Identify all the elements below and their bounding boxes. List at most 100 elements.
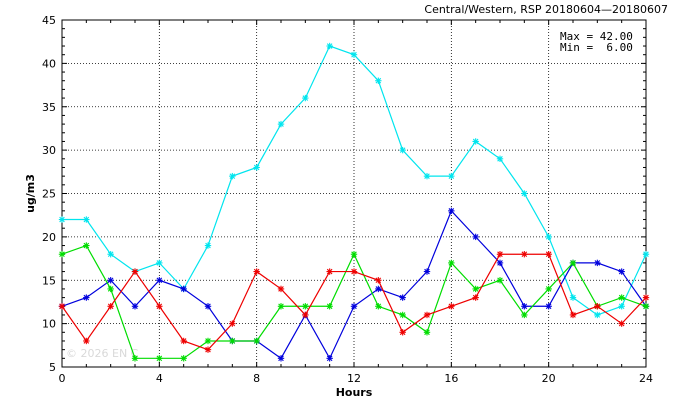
data-point: [156, 277, 163, 284]
data-point: [229, 337, 236, 345]
data-point: [302, 94, 309, 102]
data-point: [277, 120, 285, 128]
data-point: [521, 311, 528, 319]
data-point: [204, 337, 212, 345]
grid-lines: [62, 20, 646, 367]
data-point: [496, 259, 504, 267]
data-point: [107, 251, 114, 258]
max-label: Max = 42.00: [560, 30, 633, 43]
data-point: [618, 303, 625, 310]
data-point: [326, 303, 333, 310]
data-point: [107, 277, 114, 284]
data-point: [545, 233, 552, 241]
data-point: [302, 311, 309, 319]
data-point: [107, 285, 114, 293]
data-point: [448, 207, 455, 215]
data-point: [180, 285, 187, 293]
data-point: [521, 303, 528, 310]
data-point: [448, 303, 455, 310]
y-tick-label: 45: [42, 14, 56, 27]
data-point: [58, 251, 66, 258]
data-point: [253, 268, 260, 275]
axis-ticks: 0 4 8 12 16 20 24 5 10 15 20 25 30 35 40 45: [42, 14, 653, 385]
data-point: [204, 303, 212, 310]
data-point: [423, 172, 431, 180]
data-point: [618, 320, 625, 327]
data-point: [472, 285, 479, 293]
data-point: [642, 251, 650, 258]
data-point: [83, 242, 90, 249]
x-tick-label: 8: [253, 372, 260, 385]
data-point: [399, 329, 406, 336]
data-point: [375, 285, 382, 293]
y-tick-label: 25: [42, 188, 56, 201]
data-point: [594, 311, 601, 319]
data-point: [375, 277, 382, 284]
x-tick-label: 4: [156, 372, 163, 385]
data-point: [180, 355, 187, 362]
data-point: [496, 251, 504, 258]
data-point: [569, 311, 577, 319]
data-point: [253, 164, 260, 171]
x-tick-label: 0: [59, 372, 66, 385]
y-tick-label: 15: [42, 274, 56, 287]
data-point: [350, 251, 358, 258]
data-point: [472, 294, 479, 301]
data-point: [277, 303, 285, 310]
data-point: [521, 251, 528, 258]
data-point: [399, 146, 406, 154]
data-point: [472, 138, 479, 145]
data-point: [423, 268, 431, 275]
y-axis-label: ug/m3: [24, 174, 37, 213]
y-tick-label: 35: [42, 101, 56, 114]
data-point: [326, 355, 333, 362]
data-point: [277, 285, 285, 293]
x-tick-label: 12: [347, 372, 361, 385]
data-point: [399, 294, 406, 301]
series-0: [58, 42, 650, 319]
data-point: [423, 329, 431, 336]
y-tick-label: 30: [42, 144, 56, 157]
data-point: [326, 42, 333, 50]
data-point: [545, 303, 552, 310]
data-point: [277, 355, 285, 362]
data-point: [156, 303, 163, 310]
data-point: [618, 294, 625, 301]
data-point: [156, 259, 163, 267]
data-point: [496, 155, 504, 162]
data-point: [58, 216, 66, 223]
data-point: [229, 320, 236, 327]
data-point: [107, 303, 114, 310]
data-point: [448, 172, 455, 180]
data-point: [131, 303, 139, 310]
data-point: [569, 259, 577, 267]
data-point: [642, 303, 650, 310]
data-point: [399, 311, 406, 319]
y-tick-label: 20: [42, 231, 56, 244]
chart-title: Central/Western, RSP 20180604—20180607: [424, 3, 668, 16]
data-point: [83, 337, 90, 345]
data-point: [569, 294, 577, 301]
x-tick-label: 16: [444, 372, 458, 385]
data-point: [326, 268, 333, 275]
x-tick-label: 20: [542, 372, 556, 385]
data-point: [83, 294, 90, 301]
data-point: [594, 259, 601, 267]
data-point: [618, 268, 625, 275]
y-tick-label: 40: [42, 57, 56, 70]
x-tick-label: 24: [639, 372, 653, 385]
data-point: [375, 77, 382, 84]
data-point: [253, 337, 260, 345]
data-point: [83, 216, 90, 223]
data-point: [350, 303, 358, 310]
watermark: © 2026 EN C: [66, 347, 139, 360]
data-point: [472, 233, 479, 241]
data-point: [58, 303, 66, 310]
y-tick-label: 10: [42, 318, 56, 331]
data-point: [448, 259, 455, 267]
data-point: [204, 346, 212, 353]
data-point: [423, 311, 431, 319]
data-point: [496, 277, 504, 284]
data-point: [545, 251, 552, 258]
